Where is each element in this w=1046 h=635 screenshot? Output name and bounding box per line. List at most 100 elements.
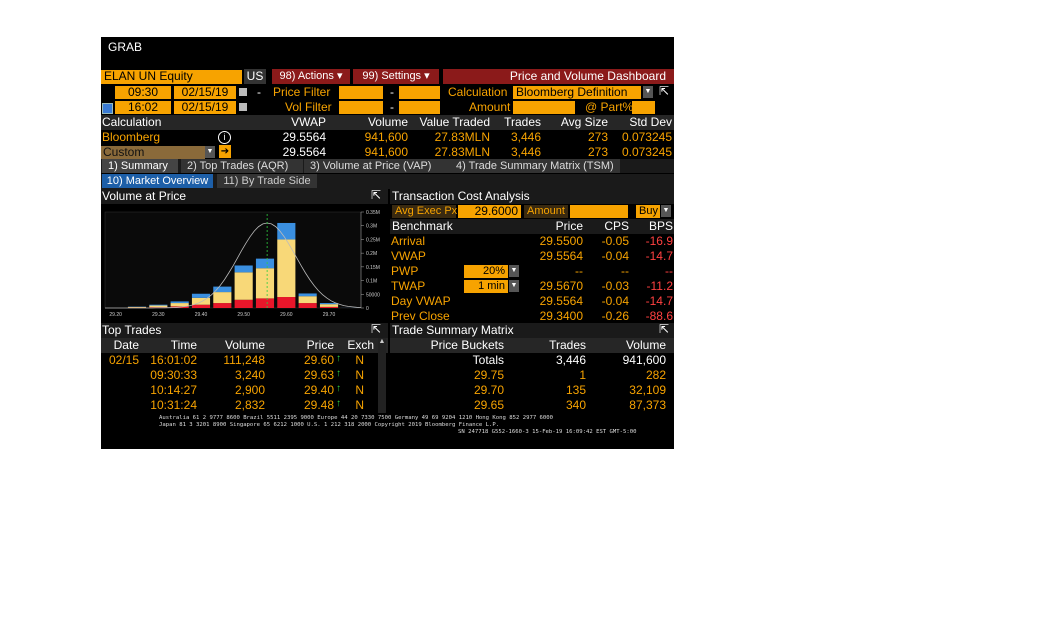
- dash-label: -: [257, 85, 261, 99]
- exchange-label: US: [244, 69, 266, 84]
- trade-exch: N: [355, 383, 364, 397]
- start-date-field[interactable]: 02/15/19: [174, 86, 236, 99]
- calc-header-avg: Avg Size: [560, 115, 608, 129]
- trade-time: 16:01:02: [150, 353, 197, 367]
- tca-cps: --: [621, 264, 629, 278]
- tsm-header-bucket: Price Buckets: [430, 338, 504, 352]
- bar-segment: [298, 296, 317, 304]
- end-time-field[interactable]: 16:02: [115, 101, 171, 114]
- start-time-field[interactable]: 09:30: [115, 86, 171, 99]
- tca-row: VWAP 29.5564 -0.04 -14.7: [390, 249, 674, 264]
- subtab-by-trade-side[interactable]: 11) By Trade Side: [217, 174, 317, 188]
- table-row[interactable]: 02/15 16:01:02 111,248 29.60 ↑ N: [101, 353, 377, 368]
- calendar-icon[interactable]: [239, 103, 247, 111]
- scrollbar[interactable]: ▲: [378, 338, 386, 413]
- tab-top-trades[interactable]: 2) Top Trades (AQR): [181, 159, 303, 173]
- trade-volume: 111,248: [223, 353, 265, 367]
- tca-option-field[interactable]: 20%: [464, 265, 508, 278]
- x-tick-label: 29.70: [323, 312, 336, 318]
- tt-header-price: Price: [306, 338, 334, 352]
- chevron-down-icon[interactable]: ▼: [509, 265, 519, 277]
- table-row[interactable]: 10:14:27 2,900 29.40 ↑ N: [101, 383, 377, 398]
- tca-title: Transaction Cost Analysis: [392, 189, 530, 203]
- actions-button[interactable]: 98) Actions ▾: [272, 69, 350, 84]
- tca-option-field[interactable]: 1 min: [464, 280, 508, 293]
- table-row[interactable]: 29.70 135 32,109: [390, 383, 668, 398]
- vol-filter-min[interactable]: [339, 101, 383, 114]
- info-icon[interactable]: i: [218, 131, 231, 144]
- avg-exec-label: Avg Exec Px: [392, 205, 457, 218]
- tca-panel-header: Transaction Cost Analysis: [390, 189, 674, 204]
- avg-exec-field[interactable]: 29.6000: [458, 205, 521, 218]
- tab-volume-at-price[interactable]: 3) Volume at Price (VAP): [304, 159, 450, 173]
- security-field[interactable]: ELAN UN Equity: [101, 70, 242, 84]
- table-row[interactable]: 10:31:24 2,832 29.48 ↑ N: [101, 398, 377, 413]
- tsm-volume: 32,109: [629, 383, 666, 397]
- bar-segment: [319, 306, 339, 308]
- tca-header-row: Benchmark Price CPS BPS: [390, 219, 674, 234]
- trade-date: 02/15: [108, 353, 139, 367]
- price-filter-max[interactable]: [399, 86, 440, 99]
- part-label: @ Part%: [585, 100, 634, 114]
- price-filter-label: Price Filter: [273, 85, 331, 99]
- window-title: GRAB: [108, 40, 143, 54]
- apply-arrow-icon[interactable]: ➔: [219, 145, 231, 158]
- tsm-header-volume: Volume: [625, 338, 666, 352]
- tab-trade-summary-matrix[interactable]: 4) Trade Summary Matrix (TSM): [450, 159, 620, 173]
- tca-price: 29.5564: [539, 294, 583, 308]
- popout-icon[interactable]: ⇱: [371, 322, 382, 336]
- bar-segment: [298, 293, 317, 297]
- up-arrow-icon: ↑: [336, 398, 341, 409]
- tca-row: Day VWAP 29.5564 -0.04 -14.7: [390, 294, 674, 309]
- tca-row: Prev Close 29.3400 -0.26 -88.6: [390, 309, 674, 324]
- scroll-up-icon[interactable]: ▲: [378, 338, 386, 345]
- chevron-down-icon[interactable]: ▼: [205, 146, 215, 158]
- popout-icon[interactable]: ⇱: [659, 322, 670, 336]
- popout-icon[interactable]: ⇱: [371, 188, 382, 202]
- chevron-down-icon[interactable]: ▼: [509, 280, 519, 292]
- tca-price: 29.5670: [539, 279, 583, 293]
- y-tick-label: 0.1M: [366, 279, 377, 285]
- amount-field[interactable]: [513, 101, 575, 114]
- end-time-checkbox[interactable]: [102, 103, 113, 114]
- calculation-select[interactable]: Bloomberg Definition: [513, 86, 641, 99]
- end-date-field[interactable]: 02/15/19: [174, 101, 236, 114]
- tab-summary[interactable]: 1) Summary: [102, 159, 178, 173]
- calc-header-std: Std Dev: [629, 115, 672, 129]
- part-field[interactable]: [632, 101, 655, 114]
- dash-label: -: [390, 85, 394, 99]
- calc-row-std: 0.073245: [621, 130, 672, 144]
- table-row[interactable]: 29.65 340 87,373: [390, 398, 668, 413]
- table-row[interactable]: Totals 3,446 941,600: [390, 353, 668, 368]
- calc-type-select[interactable]: Custom: [101, 146, 205, 159]
- chevron-down-icon[interactable]: ▼: [643, 86, 653, 98]
- tsm-col-header: Price Buckets Trades Volume: [390, 338, 674, 353]
- calendar-icon[interactable]: [239, 88, 247, 96]
- tca-header-cps: CPS: [604, 219, 629, 233]
- tsm-header-trades: Trades: [549, 338, 586, 352]
- calc-row-volume: 941,600: [364, 130, 408, 144]
- tsm-trades: 1: [579, 368, 586, 382]
- popout-icon[interactable]: ⇱: [659, 84, 670, 98]
- chevron-down-icon[interactable]: ▼: [661, 205, 671, 217]
- tca-benchmark: Prev Close: [391, 309, 450, 323]
- subtab-market-overview[interactable]: 10) Market Overview: [102, 174, 213, 188]
- side-select[interactable]: Buy: [636, 205, 660, 218]
- bar-segment: [213, 303, 232, 308]
- table-row[interactable]: 09:30:33 3,240 29.63 ↑ N: [101, 368, 377, 383]
- up-arrow-icon: ↑: [336, 353, 341, 364]
- bar-segment: [234, 272, 253, 300]
- vol-filter-max[interactable]: [399, 101, 440, 114]
- calc-row-avg: 273: [587, 130, 608, 144]
- bar-segment: [234, 265, 253, 273]
- calc-row: Custom ▼ ➔ 29.5564 941,600 27.83MLN 3,44…: [101, 145, 674, 160]
- tca-amount-field[interactable]: [570, 205, 628, 218]
- bar-segment: [234, 299, 253, 308]
- table-row[interactable]: 29.75 1 282: [390, 368, 668, 383]
- calc-row-std: 0.073245: [621, 145, 672, 159]
- tca-row: PWP 20% ▼ -- -- --: [390, 264, 674, 279]
- price-filter-min[interactable]: [339, 86, 383, 99]
- tsm-title: Trade Summary Matrix: [392, 323, 514, 337]
- settings-button[interactable]: 99) Settings ▾: [353, 69, 439, 84]
- bar-segment: [213, 286, 232, 293]
